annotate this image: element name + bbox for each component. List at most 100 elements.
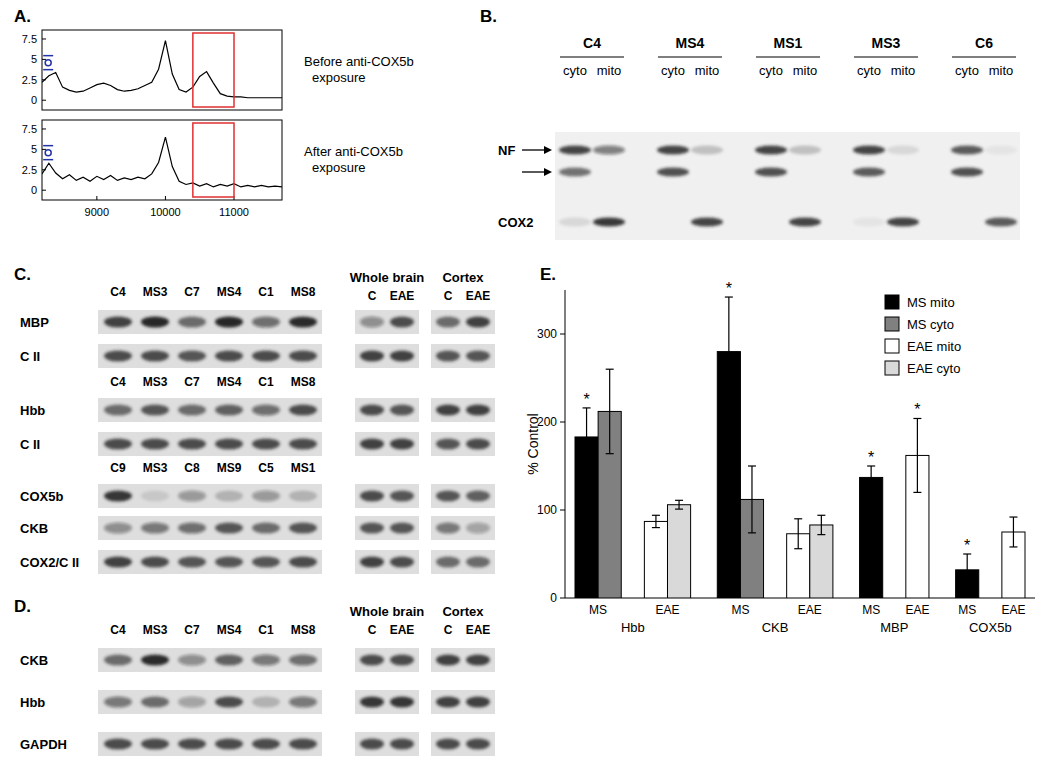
blot-strip	[431, 344, 495, 368]
band	[178, 523, 206, 534]
band	[141, 697, 169, 708]
group-underline	[854, 56, 918, 57]
blot-strip	[98, 432, 322, 456]
blot-strip	[98, 398, 322, 422]
band	[178, 317, 206, 328]
legend-swatch	[885, 317, 899, 331]
tissue-header: Whole brain	[350, 604, 424, 619]
error-bar	[794, 519, 802, 549]
category-label: COX5b	[969, 620, 1012, 635]
error-bar	[606, 369, 614, 453]
lane-label: MS3	[143, 375, 168, 389]
highlight-box	[193, 33, 234, 107]
x-tick-label: 11000	[219, 206, 249, 218]
blot-strip	[98, 310, 322, 334]
error-cap	[748, 532, 756, 533]
error-cap	[606, 369, 614, 370]
lane-label: C4	[110, 375, 126, 389]
band	[390, 351, 414, 362]
band	[252, 317, 280, 328]
band	[390, 491, 414, 502]
band	[104, 655, 132, 666]
lane-label: MS8	[291, 285, 316, 299]
lane-label: C4	[110, 285, 126, 299]
band	[141, 739, 169, 750]
band	[104, 351, 132, 362]
blot-strip	[431, 484, 495, 508]
band	[466, 557, 490, 568]
legend-label: MS mito	[907, 295, 955, 310]
blot-strip	[431, 648, 495, 672]
error-bar	[583, 408, 591, 466]
band	[887, 218, 919, 227]
panel-label: B.	[480, 7, 497, 26]
lane-label: EAE	[466, 623, 491, 637]
band	[755, 168, 787, 177]
y-tick-label: 5	[31, 143, 37, 155]
labels: *MSEAEHbb*MSEAECKB*MS*EAEMBP*MSEAECOX5b	[583, 280, 1025, 635]
title-line: exposure	[312, 160, 365, 175]
y-axis	[565, 290, 566, 598]
bars	[575, 297, 1025, 598]
band	[141, 405, 169, 416]
band	[104, 491, 132, 502]
band	[691, 218, 723, 227]
blot-strip	[355, 648, 419, 672]
plot-frame	[42, 30, 282, 110]
legend-label: EAE mito	[907, 339, 961, 354]
lane-label: EAE	[466, 289, 491, 303]
legend-swatch	[885, 361, 899, 375]
y-tick	[42, 128, 46, 129]
marker-bracket	[43, 159, 53, 161]
band	[390, 523, 414, 534]
band	[178, 697, 206, 708]
group-label: EAE	[1001, 603, 1025, 617]
band	[141, 439, 169, 450]
band	[985, 146, 1017, 155]
band	[853, 218, 885, 227]
row-label: COX2	[498, 215, 533, 230]
band	[360, 523, 384, 534]
blot-strip	[355, 516, 419, 540]
error-line	[798, 519, 799, 549]
error-cap	[963, 585, 971, 586]
marker-circle	[45, 60, 51, 66]
band	[104, 439, 132, 450]
band	[178, 439, 206, 450]
blot-strip	[98, 732, 322, 756]
band	[360, 317, 384, 328]
band	[360, 557, 384, 568]
band	[141, 351, 169, 362]
band	[466, 739, 490, 750]
error-line	[967, 554, 968, 586]
y-tick-label: 300	[537, 327, 557, 341]
lane-label: MS3	[143, 461, 168, 475]
lane-label: C1	[258, 623, 274, 637]
blot-b: C4cytomitoMS4cytomitoMS1cytomitoMS3cytom…	[498, 35, 1020, 240]
plot-data	[42, 33, 282, 107]
y-tick	[42, 38, 46, 39]
panel-label: A.	[14, 7, 31, 26]
band	[141, 317, 169, 328]
group-underline	[952, 56, 1016, 57]
y-tick-label: 5	[31, 53, 37, 65]
band	[289, 655, 317, 666]
group-label: MS	[958, 603, 976, 617]
y-tick	[42, 100, 46, 101]
error-bar	[817, 515, 825, 534]
lane-label: C	[368, 623, 377, 637]
band	[289, 491, 317, 502]
error-bar	[652, 515, 660, 527]
error-cap	[583, 465, 591, 466]
band	[289, 439, 317, 450]
blot-strip	[355, 550, 419, 574]
lane-label: C5	[258, 461, 274, 475]
plot-title: After anti-COX5bexposure	[304, 144, 403, 175]
significance-mark: *	[583, 391, 589, 408]
sample-label: MS1	[774, 35, 803, 51]
band	[951, 218, 983, 227]
band	[360, 351, 384, 362]
lane-label: C	[444, 623, 453, 637]
group-label: MS	[862, 603, 880, 617]
band	[466, 405, 490, 416]
